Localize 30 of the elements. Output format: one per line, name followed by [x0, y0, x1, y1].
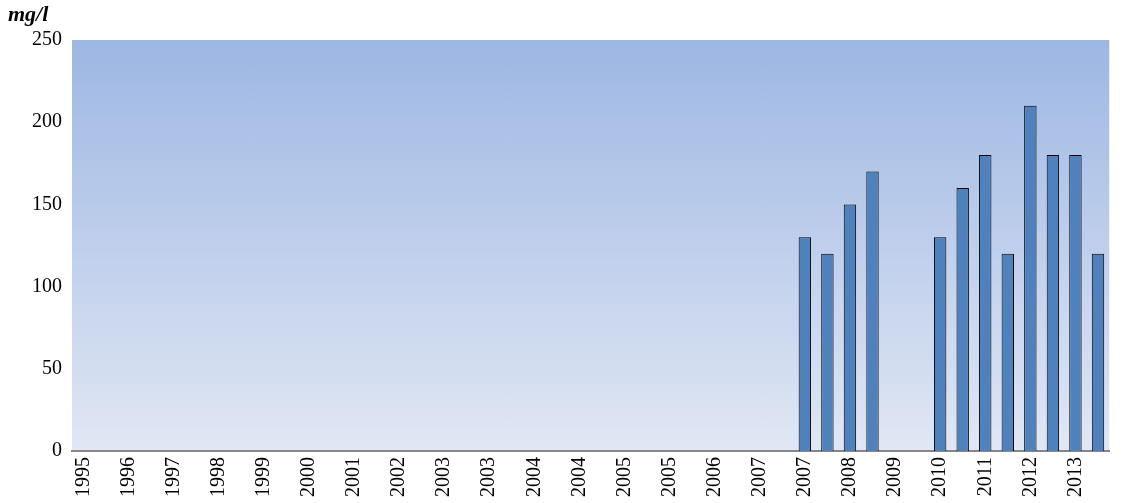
x-tick-label: 2005 [611, 457, 634, 497]
x-tick-label: 1997 [160, 457, 183, 497]
x-tick-label: 2004 [566, 457, 589, 497]
x-tick-label: 2006 [701, 457, 724, 497]
x-tick-label: 2003 [476, 457, 499, 497]
y-tick-label: 50 [42, 356, 62, 379]
x-tick-label: 1996 [115, 457, 138, 497]
x-tick-label: 2005 [656, 457, 679, 497]
y-tick-label: 150 [32, 191, 62, 214]
y-tick-label: 100 [32, 273, 62, 296]
y-tick-label: 200 [32, 109, 62, 132]
x-tick-label: 2004 [521, 457, 544, 497]
y-tick-label: 0 [52, 438, 62, 461]
x-tick-label: 2001 [341, 457, 364, 497]
x-tick-label: 2007 [792, 457, 815, 497]
x-tick-label: 1995 [70, 457, 93, 497]
x-tick-label: 2011 [972, 457, 995, 497]
x-tick-label: 2007 [747, 457, 770, 497]
x-tick-label: 1998 [205, 457, 228, 497]
y-axis-title: mg/l [8, 0, 50, 26]
x-tick-label: 2002 [386, 457, 409, 497]
x-tick-label: 2010 [927, 457, 950, 497]
x-tick-label: 2008 [837, 457, 860, 497]
x-tick-label: 2013 [1062, 457, 1085, 497]
y-tick-label: 250 [32, 27, 62, 50]
x-tick-label: 1999 [250, 457, 273, 497]
x-tick-label: 2003 [431, 457, 454, 497]
x-tick-label: 2009 [882, 457, 905, 497]
x-tick-label: 2000 [296, 457, 319, 497]
x-tick-label: 2012 [1017, 457, 1040, 497]
